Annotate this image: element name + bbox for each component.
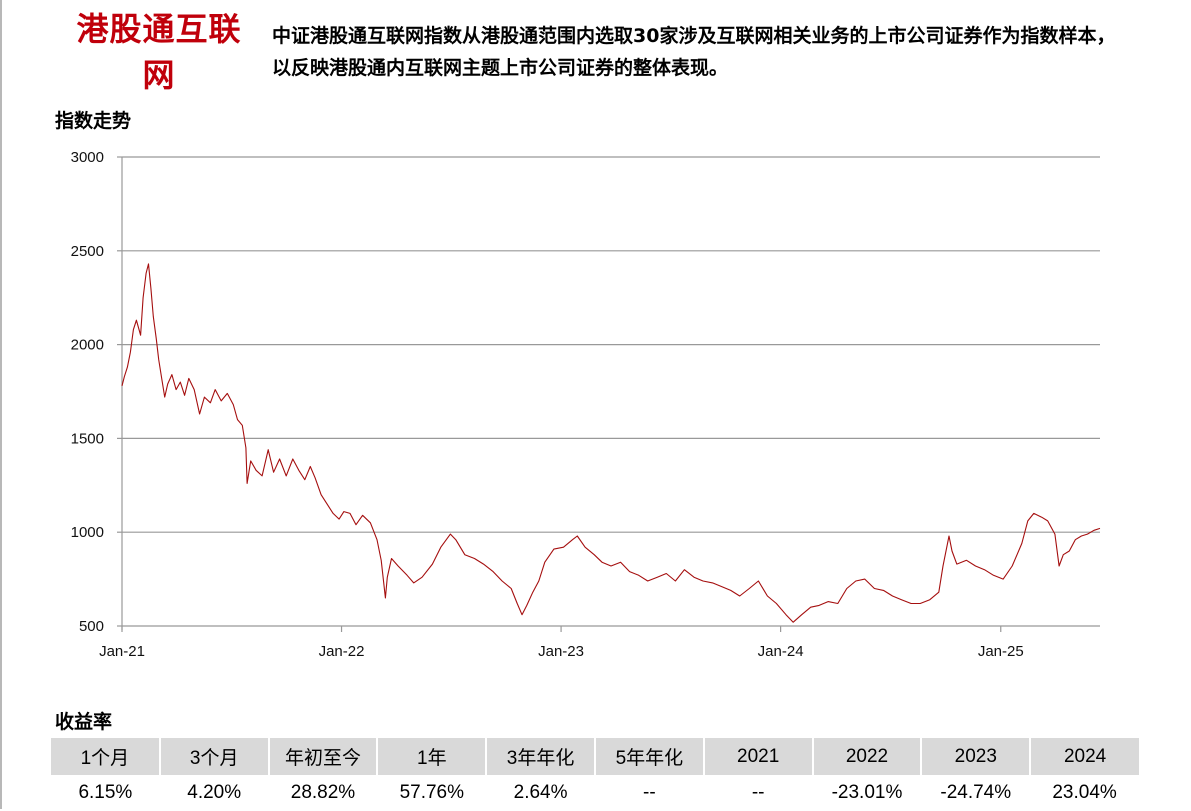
returns-header-cell: 2022 <box>812 738 923 775</box>
chart-series <box>121 263 1101 623</box>
returns-value-cell: -- <box>751 782 765 803</box>
x-tick-label: Jan-23 <box>538 643 584 660</box>
returns-value-cell: -24.74% <box>940 782 1012 803</box>
returns-header-cell: 3年年化 <box>486 738 596 775</box>
returns-value-cell: 23.04% <box>1052 782 1117 803</box>
returns-header-cell: 3个月 <box>159 738 270 775</box>
y-tick-label: 1000 <box>71 524 104 541</box>
returns-table: 1个月 3个月 年初至今 1年 3年年化 5年年化 2021 2022 2023 2024 6.1… <box>51 738 1139 811</box>
returns-value-cell: 2.64% <box>513 782 568 803</box>
y-tick-label: 1500 <box>71 430 104 447</box>
left-border-line <box>0 0 2 809</box>
returns-value-cell: 4.20% <box>187 782 242 803</box>
returns-header-cell: 年初至今 <box>268 738 379 775</box>
returns-value-cell: 57.76% <box>399 782 465 803</box>
returns-value-row: 6.15% 4.20% 28.82% 57.76% 2.64% -- -- -23.01% -2… <box>51 775 1139 811</box>
returns-section-title: 收益率 <box>55 711 113 733</box>
x-tick-label: Jan-24 <box>758 643 804 660</box>
x-tick-label: Jan-25 <box>978 643 1024 660</box>
returns-header-cell: 2023 <box>921 738 1032 775</box>
index-trend-chart: 500 1000 1500 2000 2500 3000 Jan-21 Jan-22 Jan-2… <box>71 149 1101 660</box>
returns-value-cell: 28.82% <box>290 782 356 803</box>
returns-value-cell: -23.01% <box>831 782 903 803</box>
index-description: 中证港股通互联网指数从港股通范围内选取30家涉及互联网相关业务的上市公司证券作为… <box>272 25 1116 79</box>
index-title: 港股通互联网 <box>76 10 242 94</box>
chart-gridlines <box>122 156 1100 533</box>
index-line-series <box>121 263 1101 623</box>
returns-value-cell: 6.15% <box>78 782 133 803</box>
y-tick-label: 500 <box>79 618 104 635</box>
y-tick-label: 3000 <box>71 149 104 166</box>
chart-axes: 500 1000 1500 2000 2500 3000 Jan-21 Jan-22 Jan-2… <box>71 149 1100 660</box>
returns-header-cell: 2024 <box>1030 738 1139 775</box>
returns-header-row: 1个月 3个月 年初至今 1年 3年年化 5年年化 2021 2022 2023 2024 <box>51 738 1139 775</box>
returns-header-cell: 5年年化 <box>594 738 705 775</box>
y-tick-label: 2500 <box>71 243 104 260</box>
returns-header-cell: 1年 <box>377 738 488 775</box>
returns-header-cell: 2021 <box>703 738 814 775</box>
y-tick-label: 2000 <box>71 337 104 354</box>
x-tick-label: Jan-21 <box>99 643 145 660</box>
x-tick-label: Jan-22 <box>319 643 365 660</box>
chart-section-title: 指数走势 <box>55 110 132 132</box>
returns-header-cell: 1个月 <box>51 738 161 775</box>
returns-value-cell: -- <box>643 782 656 803</box>
